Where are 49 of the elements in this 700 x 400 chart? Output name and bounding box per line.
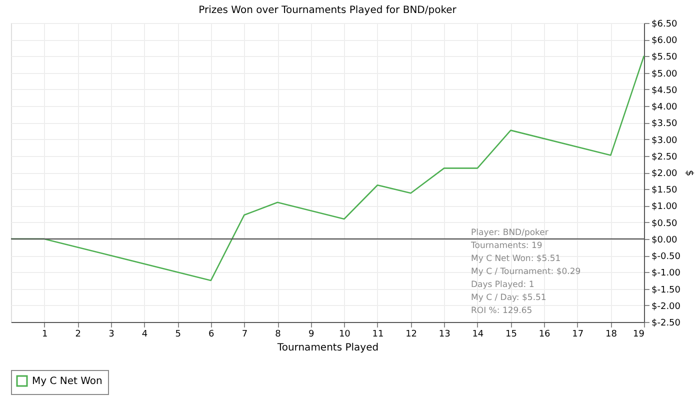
- x-tick-label: 5: [175, 330, 181, 340]
- y-tick-label: $0.00: [652, 235, 678, 246]
- y-tick-label: $-0.50: [652, 252, 681, 262]
- y-tick-label: $6.00: [652, 36, 678, 46]
- x-tick-label: 4: [142, 330, 148, 340]
- x-tick-label: 11: [372, 330, 384, 340]
- y-tick-label: $6.50: [652, 20, 678, 30]
- x-tick-label: 14: [472, 330, 484, 340]
- x-tick-label: 6: [208, 330, 215, 340]
- x-tick-label: 8: [275, 330, 282, 340]
- x-tick-label: 18: [605, 330, 618, 340]
- x-axis-title: Tournaments Played: [276, 342, 379, 354]
- y-tick-label: $5.00: [652, 69, 678, 80]
- x-tick-label: 7: [242, 330, 248, 340]
- y-tick-label: $3.00: [652, 136, 678, 146]
- annotation: Days Played: 1: [471, 280, 534, 290]
- y-axis-title: $: [684, 170, 695, 176]
- annotation: Player: BND/poker: [471, 228, 549, 238]
- x-tick-label: 15: [506, 330, 517, 340]
- x-tick-label: 3: [108, 330, 114, 340]
- y-tick-label: $4.50: [652, 86, 678, 96]
- x-tick-label: 10: [338, 330, 351, 340]
- x-tick-label: 12: [406, 330, 418, 340]
- x-tick-label: 2: [75, 330, 81, 340]
- annotation: ROI %: 129.65: [471, 306, 532, 316]
- y-tick-label: $-1.50: [652, 285, 681, 296]
- x-tick-label: 16: [538, 330, 551, 340]
- annotation: My C / Tournament: $0.29: [471, 267, 581, 277]
- x-tick-label: 19: [633, 330, 645, 340]
- chart-title: Prizes Won over Tournaments Played for BND/poker: [198, 5, 458, 16]
- y-tick-label: $0.50: [652, 218, 678, 229]
- x-tick-label: 13: [438, 330, 450, 340]
- y-tick-label: $-1.00: [652, 268, 681, 279]
- y-tick-label: $1.00: [652, 202, 678, 212]
- x-tick-label: 1: [42, 330, 48, 340]
- y-tick-label: $1.50: [652, 186, 678, 196]
- y-tick-label: $-2.00: [652, 302, 681, 312]
- y-tick-label: $2.00: [652, 169, 678, 179]
- annotation: My C / Day: $5.51: [471, 293, 546, 303]
- y-tick-label: $4.00: [652, 102, 678, 113]
- annotation: Tournaments: 19: [470, 241, 542, 251]
- y-tick-label: $3.50: [652, 119, 678, 130]
- legend-label: My C Net Won: [32, 376, 102, 387]
- x-tick-label: 17: [572, 330, 584, 340]
- y-tick-label: $5.50: [652, 52, 678, 63]
- y-tick-label: $2.50: [652, 152, 678, 162]
- x-tick-label: 9: [308, 330, 314, 340]
- annotation: My C Net Won: $5.51: [471, 254, 561, 264]
- y-tick-label: $-2.50: [652, 318, 681, 328]
